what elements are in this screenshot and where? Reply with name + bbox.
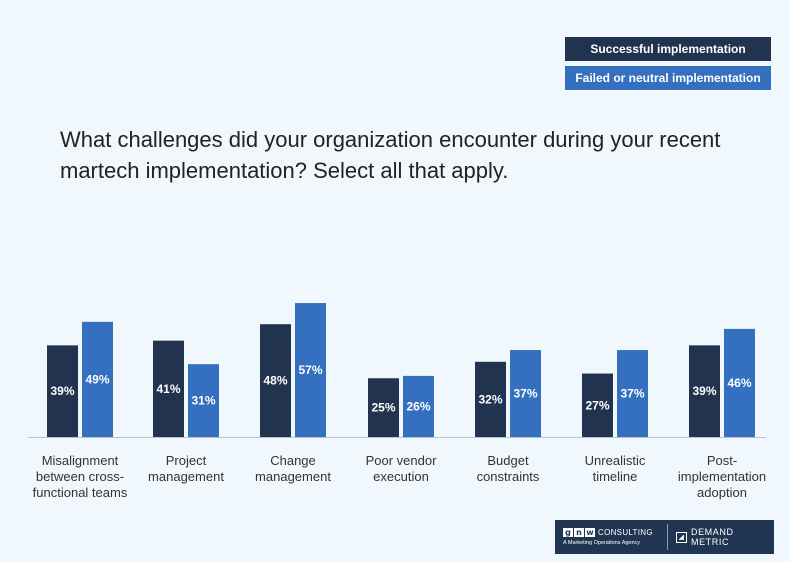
data-label-s1-c5: 37% (620, 387, 644, 401)
bar-s0-c0 (47, 345, 78, 437)
data-label-s1-c2: 57% (298, 363, 322, 377)
data-label-s0-c5: 27% (585, 398, 609, 412)
gnw-consulting-word: CONSULTING (598, 528, 653, 537)
data-label-s1-c4: 37% (513, 387, 537, 401)
bar-s0-c4 (475, 361, 506, 437)
legend-item-successful: Successful implementation (565, 37, 771, 61)
demand-metric-mark-icon: ◢ (676, 531, 687, 543)
gnw-letter-n: n (574, 528, 584, 537)
demand-metric-logo: ◢ DEMAND METRIC (676, 527, 774, 547)
bar-s1-c6 (724, 328, 755, 437)
data-label-s1-c3: 26% (406, 399, 430, 413)
gnw-tagline: A Marketing Operations Agency (563, 540, 641, 546)
data-label-s1-c6: 46% (727, 376, 751, 390)
bar-s1-c2 (295, 303, 326, 437)
data-label-s0-c0: 39% (50, 384, 74, 398)
data-label-s0-c1: 41% (156, 382, 180, 396)
data-label-s0-c3: 25% (371, 401, 395, 415)
category-label-6: Post-implementation adoption (678, 453, 766, 500)
data-label-s1-c0: 49% (85, 372, 109, 386)
brand-logo: g n w CONSULTING A Marketing Operations … (555, 520, 774, 554)
gnw-consulting-logo: g n w CONSULTING A Marketing Operations … (555, 528, 665, 546)
category-label-5: Unrealistic timeline (585, 453, 646, 484)
bar-s0-c5 (582, 373, 613, 437)
demand-metric-name: DEMAND METRIC (690, 527, 734, 547)
category-label-2: Change management (255, 453, 331, 484)
bar-s1-c5 (617, 350, 648, 437)
data-label-s1-c1: 31% (191, 394, 215, 408)
bar-s0-c3 (368, 378, 399, 437)
survey-question: What challenges did your organization en… (60, 127, 721, 183)
legend-item-failed: Failed or neutral implementation (565, 66, 771, 90)
bar-s1-c1 (188, 364, 219, 437)
bar-chart: 39% 49% Misalignment between cross-function… (28, 303, 766, 500)
bar-s1-c4 (510, 350, 541, 437)
bar-s0-c1 (153, 340, 184, 437)
logo-divider (667, 524, 669, 550)
chart-legend: Successful implementation Failed or neut… (565, 37, 771, 95)
bar-s0-c2 (260, 324, 291, 437)
gnw-letter-w: w (585, 527, 595, 537)
data-label-s0-c6: 39% (692, 384, 716, 398)
category-label-1: Project management (148, 453, 224, 484)
bar-s1-c0 (82, 321, 113, 437)
data-label-s0-c4: 32% (478, 392, 502, 406)
bar-s1-c3 (403, 375, 434, 437)
category-label-0: Misalignment between cross-functional tea… (33, 453, 128, 500)
gnw-letter-g: g (563, 528, 573, 537)
category-label-3: Poor vendor execution (366, 453, 437, 484)
bar-s0-c6 (689, 345, 720, 437)
category-label-4: Budget constraints (477, 453, 540, 484)
data-label-s0-c2: 48% (263, 374, 287, 388)
